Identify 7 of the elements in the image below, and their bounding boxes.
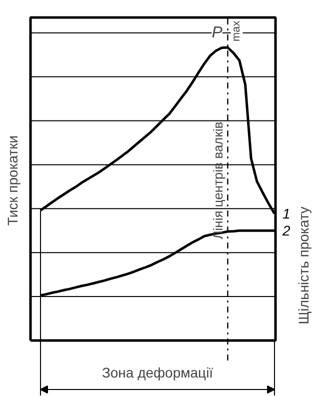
y-axis-title: Тиск прокатки	[4, 135, 20, 226]
text: Pmax	[212, 20, 243, 42]
series-label: 2	[282, 222, 290, 239]
x-axis-title: Зона деформації	[102, 364, 214, 380]
y2-axis-title: Щільність прокату	[296, 206, 312, 324]
annotation: Лінія центрів валків	[210, 122, 226, 240]
series-label: 1	[282, 206, 290, 222]
